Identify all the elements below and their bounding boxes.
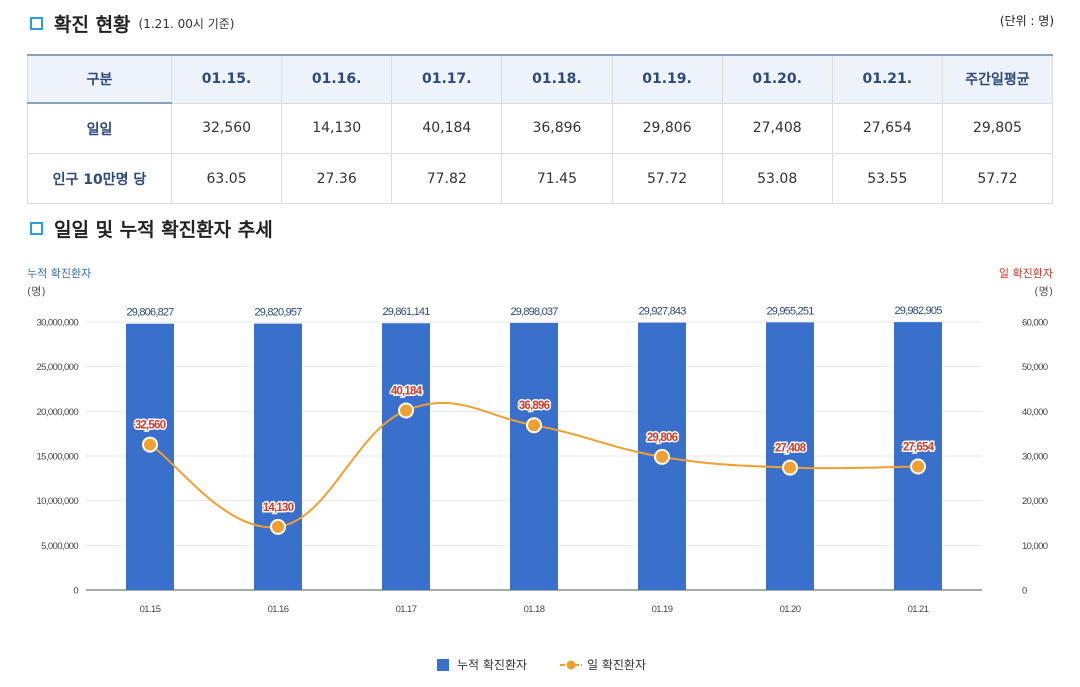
table-cell: 32,560 — [170, 102, 283, 154]
bar-value-label: 29,806,827 — [126, 307, 174, 319]
right-tick-label: 50,000 — [1022, 362, 1048, 373]
right-tick-label: 0 — [1022, 586, 1027, 597]
table-header-row: 구분 01.15. 01.16. 01.17. 01.18. 01.19. 01… — [27, 54, 1054, 104]
table-header: 01.20. — [721, 54, 833, 104]
bar-value-label: 29,861,141 — [382, 306, 430, 318]
right-tick-label: 10,000 — [1022, 541, 1048, 552]
table-header: 주간일평균 — [941, 54, 1054, 104]
table-header: 01.17. — [391, 54, 503, 104]
right-axis-unit: (명) — [1034, 285, 1053, 298]
x-tick-label: 01.18 — [524, 604, 545, 615]
right-tick-label: 60,000 — [1022, 318, 1048, 329]
x-tick-label: 01.21 — [908, 604, 929, 615]
x-tick-label: 01.19 — [652, 604, 673, 615]
bar-value-label: 29,927,843 — [638, 306, 686, 318]
table-row: 일일 32,560 14,130 40,184 36,896 29,806 27… — [27, 102, 1054, 154]
right-axis-title: 일 확진환자 — [999, 266, 1053, 280]
x-tick-label: 01.17 — [396, 604, 417, 615]
bar — [254, 323, 302, 590]
x-tick-label: 01.20 — [780, 604, 801, 615]
line-value-label: 27,654 — [903, 441, 935, 453]
legend-label: 일 확진환자 — [587, 658, 646, 672]
table-cell: 53.55 — [831, 153, 943, 204]
left-tick-label: 30,000,000 — [36, 318, 78, 329]
left-tick-label: 0 — [73, 586, 78, 597]
left-tick-label: 20,000,000 — [36, 407, 78, 418]
section-title: 일일 및 누적 확진환자 추세 — [54, 219, 273, 241]
bar — [382, 323, 430, 590]
line-value-label: 27,408 — [775, 443, 807, 455]
table-row: 인구 10만명 당 63.05 27.36 77.82 71.45 57.72 … — [27, 153, 1054, 204]
left-tick-label: 25,000,000 — [36, 362, 78, 373]
bar — [894, 322, 942, 590]
left-axis-title: 누적 확진환자 — [27, 267, 91, 280]
line-point — [910, 458, 926, 475]
table-cell: 29,805 — [941, 102, 1054, 154]
section-subtitle: (1.21. 00시 기준) — [138, 17, 235, 31]
x-tick-label: 01.16 — [268, 604, 289, 615]
table-cell: 27,408 — [721, 102, 833, 154]
table-cell: 27,654 — [831, 102, 943, 154]
table-cell: 40,184 — [391, 102, 503, 154]
table-cell: 53.08 — [721, 153, 833, 204]
row-label: 일일 — [27, 102, 172, 154]
legend-line-marker — [566, 660, 576, 670]
section-title-trend: 일일 및 누적 확진환자 추세 — [30, 215, 273, 242]
table-cell: 57.72 — [611, 153, 723, 204]
table-cell: 71.45 — [501, 153, 613, 204]
x-tick-label: 01.15 — [140, 604, 161, 615]
row-label: 인구 10만명 당 — [27, 153, 172, 204]
line-point — [526, 417, 542, 434]
line-point — [398, 402, 414, 419]
table-cell: 77.82 — [391, 153, 503, 204]
right-tick-label: 30,000 — [1022, 452, 1048, 463]
status-table: 구분 01.15. 01.16. 01.17. 01.18. 01.19. 01… — [27, 54, 1054, 204]
square-icon — [30, 17, 43, 30]
table-cell: 29,806 — [611, 102, 723, 154]
table-cell: 36,896 — [501, 102, 613, 154]
line-value-label: 40,184 — [391, 386, 423, 398]
line-value-label: 32,560 — [135, 420, 166, 432]
section-title-status: 확진 현황 (1.21. 00시 기준) — [30, 10, 234, 37]
bar-value-label: 29,982,905 — [894, 305, 942, 317]
right-tick-label: 40,000 — [1022, 407, 1048, 418]
line-value-label: 29,806 — [647, 432, 678, 444]
table-cell: 63.05 — [170, 153, 283, 204]
table-header: 01.21. — [831, 54, 943, 104]
left-tick-label: 15,000,000 — [36, 452, 78, 463]
unit-label: (단위 : 명) — [999, 14, 1054, 28]
table-cell: 14,130 — [281, 102, 393, 154]
left-axis-unit: (명) — [27, 285, 46, 298]
line-point — [270, 518, 286, 535]
right-tick-label: 20,000 — [1022, 496, 1048, 507]
line-point — [654, 448, 670, 465]
section-title: 확진 현황 — [54, 14, 131, 36]
line-point — [782, 459, 798, 476]
line-point — [142, 436, 158, 453]
square-icon — [30, 222, 43, 235]
table-header: 01.19. — [611, 54, 723, 104]
table-cell: 27.36 — [281, 153, 393, 204]
bar — [766, 322, 814, 590]
bar — [510, 322, 558, 590]
table-header: 구분 — [27, 54, 172, 104]
legend-bar-swatch — [437, 659, 449, 671]
bar-value-label: 29,955,251 — [766, 305, 814, 317]
bar — [126, 323, 174, 590]
table-header: 01.16. — [281, 54, 393, 104]
table-cell: 57.72 — [941, 153, 1054, 204]
left-tick-label: 10,000,000 — [36, 496, 78, 507]
bar-value-label: 29,898,037 — [510, 306, 558, 318]
table-header: 01.15. — [170, 54, 283, 104]
bar-value-label: 29,820,957 — [254, 307, 302, 319]
line-value-label: 36,896 — [519, 400, 550, 412]
line-value-label: 14,130 — [263, 502, 294, 514]
trend-chart: 누적 확진환자 (명) 일 확진환자 (명) 0 5,000,000 10,000,000 1… — [27, 266, 1053, 672]
table-header: 01.18. — [501, 54, 613, 104]
left-tick-label: 5,000,000 — [41, 541, 78, 552]
legend-label: 누적 확진환자 — [457, 658, 527, 672]
